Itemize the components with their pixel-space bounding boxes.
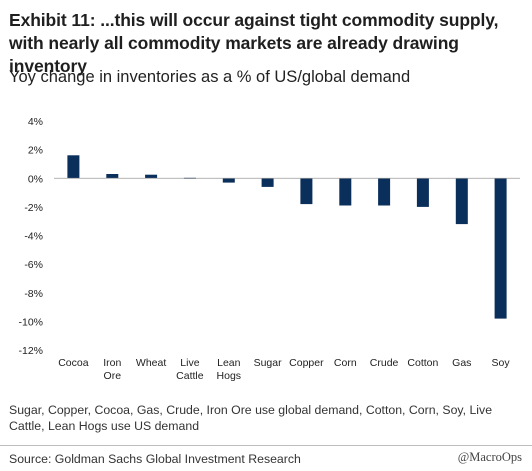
bars: [67, 155, 507, 319]
y-tick-label: -12%: [18, 345, 43, 357]
x-tick-label-wheat: Wheat: [136, 357, 166, 369]
y-tick-label: -8%: [24, 288, 43, 300]
bar-wheat: [145, 174, 158, 179]
x-tick-label-crude: Crude: [370, 357, 399, 369]
y-tick-label: -10%: [18, 316, 43, 328]
x-axis-labels: Cocoa Iron Ore Wheat Live Cattle Lean Hogs Sugar…: [58, 357, 510, 382]
footer-divider: [0, 445, 532, 446]
bar-gas: [455, 178, 468, 225]
bar-iron-ore: [106, 174, 119, 179]
y-tick-label: -2%: [24, 202, 43, 214]
x-tick-label-live-cattle: Live Cattle: [176, 357, 204, 382]
bar-copper: [300, 178, 313, 205]
bar-soy: [494, 178, 507, 319]
source-text: Source: Goldman Sachs Global Investment …: [9, 452, 301, 466]
bar-cotton: [416, 178, 429, 207]
watermark-text: @MacroOps: [457, 450, 522, 464]
x-tick-label-gas: Gas: [452, 357, 471, 369]
x-tick-label-sugar: Sugar: [254, 357, 283, 369]
x-tick-label-cotton: Cotton: [407, 357, 438, 369]
x-tick-label-copper: Copper: [289, 357, 324, 369]
footnote: Sugar, Copper, Cocoa, Gas, Crude, Iron O…: [9, 403, 493, 433]
bar-lean-hogs: [222, 178, 235, 183]
y-tick-label: 2%: [28, 145, 43, 157]
chart-title: Exhibit 11: ...this will occur against t…: [9, 10, 499, 76]
x-tick-label-corn: Corn: [334, 357, 357, 369]
bar-crude: [378, 178, 391, 206]
x-tick-label-cocoa: Cocoa: [58, 357, 89, 369]
y-tick-label: -4%: [24, 231, 43, 243]
y-tick-label: 0%: [28, 173, 43, 185]
y-tick-label: -6%: [24, 259, 43, 271]
x-tick-label-iron-ore: Iron Ore: [103, 357, 121, 382]
bar-chart: 4% 2% 0% -2% -4% -6% -8% -10% -12% Cocoa Iron Ore W…: [18, 116, 520, 382]
chart-subtitle: Yoy change in inventories as a % of US/g…: [9, 68, 411, 86]
y-axis-ticks: 4% 2% 0% -2% -4% -6% -8% -10% -12%: [18, 116, 43, 357]
bar-sugar: [261, 178, 274, 187]
bar-corn: [339, 178, 352, 206]
x-tick-label-soy: Soy: [492, 357, 511, 369]
bar-cocoa: [67, 155, 80, 179]
x-tick-label-lean-hogs: Lean Hogs: [217, 357, 242, 382]
y-tick-label: 4%: [28, 116, 43, 128]
